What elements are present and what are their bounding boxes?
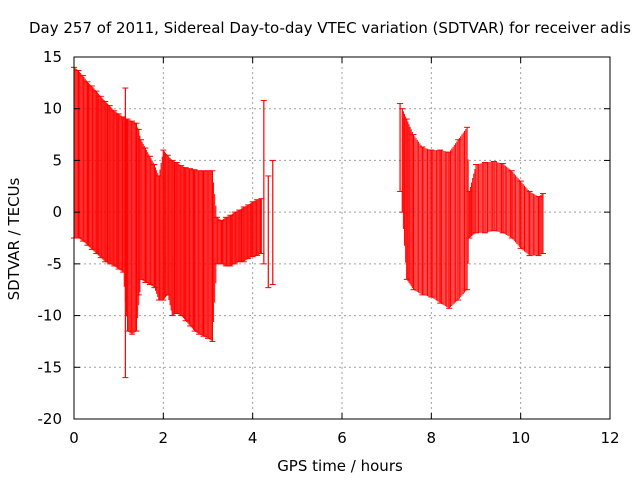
x-tick-label: 8 <box>427 429 437 447</box>
y-tick-label: -15 <box>38 358 63 376</box>
x-tick-label: 4 <box>248 429 258 447</box>
x-tick-label: 2 <box>159 429 169 447</box>
y-tick-label: 0 <box>52 203 62 221</box>
tick-labels: 0 2 4 6 8 10 12 -20 -15 -10 -5 0 5 10 15 <box>38 48 620 447</box>
x-tick-label: 10 <box>511 429 530 447</box>
x-tick-label: 6 <box>337 429 347 447</box>
y-tick-label: 15 <box>43 48 62 66</box>
data-series <box>71 66 546 379</box>
x-tick-label: 0 <box>69 429 79 447</box>
y-axis-label: SDTVAR / TECUs <box>5 177 23 300</box>
y-tick-label: -20 <box>38 410 63 428</box>
axis-ticks <box>73 56 611 420</box>
y-tick-label: -5 <box>47 255 62 273</box>
x-tick-label: 12 <box>600 429 619 447</box>
x-axis-label: GPS time / hours <box>277 457 403 475</box>
chart-title: Day 257 of 2011, Sidereal Day-to-day VTE… <box>29 19 631 37</box>
y-tick-label: 5 <box>52 151 62 169</box>
y-tick-label: 10 <box>43 100 62 118</box>
y-tick-label: -10 <box>38 307 63 325</box>
